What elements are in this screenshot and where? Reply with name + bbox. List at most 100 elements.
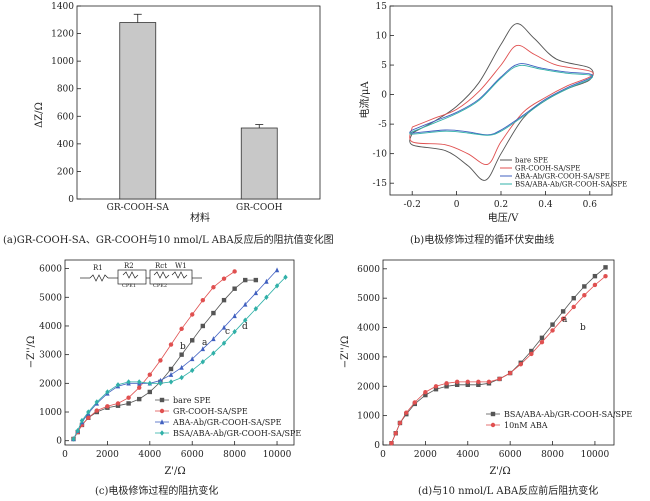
panel-a-ytick-label: 200 xyxy=(57,167,74,177)
panel-c-data-point xyxy=(243,277,248,283)
panel-c-ytick-label: 5000 xyxy=(39,293,62,303)
panel-d-xtick-label: 8000 xyxy=(541,450,564,460)
panel-a-axes-frame xyxy=(76,5,321,200)
panel-b-xtick-label: 0 xyxy=(454,200,460,210)
panel-b-series-line xyxy=(409,23,594,181)
panel-b-ylabel: 电流/μA xyxy=(358,81,371,119)
rct-resistor-icon xyxy=(153,271,170,279)
panel-b-xtick-label: 0.4 xyxy=(538,200,553,210)
panel-c-data-point xyxy=(253,290,259,296)
panel-a-ytick-label: 800 xyxy=(57,85,74,95)
panel-d-data-point xyxy=(389,441,394,446)
circuit-label-w1: W1 xyxy=(175,262,187,270)
panel-b-cv-chart: -15 -10 -5 0 5 10 15 -0.2 0 0.2 0.4 0.6 bare SPEGR-C… xyxy=(358,2,627,246)
panel-b-legend-label: bare SPE xyxy=(515,157,548,165)
panel-c-ytick-label: 4000 xyxy=(39,322,62,332)
panel-b-xtick-label: -0.2 xyxy=(404,200,421,210)
panel-c-data-point xyxy=(243,317,248,323)
panel-d-xtick-label: 4000 xyxy=(456,450,479,460)
panel-d-data-point xyxy=(433,384,439,389)
panel-c-xlabel: Z'/Ω xyxy=(164,466,185,477)
r1-resistor-icon xyxy=(89,274,109,282)
panel-c-data-point xyxy=(147,372,153,377)
panel-d-data-point xyxy=(433,387,439,392)
panel-d-xlabel: Z'/Ω xyxy=(489,466,510,477)
panel-c-legend-label: bare SPE xyxy=(173,396,211,405)
panel-d-data-point xyxy=(560,316,566,321)
panel-c-data-point xyxy=(274,267,280,273)
panel-a-category-label: GR-COOH xyxy=(236,203,283,213)
panel-c-xtick-label: 10000 xyxy=(263,450,292,460)
panel-c-data-point xyxy=(71,436,76,442)
panel-b-legend-label: BSA/ABA-Ab/GR-COOH-SA/SPE xyxy=(515,181,627,189)
panel-b-series-line xyxy=(409,44,594,165)
panel-c-xtick-label: 2000 xyxy=(96,450,119,460)
panel-d-data-point xyxy=(465,382,470,388)
panel-a-category-label: GR-COOH-SA xyxy=(107,203,170,213)
panel-d-data-point xyxy=(529,351,534,357)
panel-b-xtick-label: 0.6 xyxy=(583,200,598,210)
panel-d-data-point xyxy=(404,410,409,415)
panel-c-data-point xyxy=(200,297,206,303)
circuit-label-r1: R1 xyxy=(93,264,103,272)
panel-c-data-point xyxy=(115,382,121,388)
panel-c-data-point xyxy=(115,401,121,406)
panel-c-legend-marker xyxy=(159,419,165,425)
panel-c-xtick-label: 6000 xyxy=(181,450,204,460)
panel-b-xlabel: 电压/V xyxy=(488,211,519,224)
panel-a-ytick-label: 400 xyxy=(57,140,74,150)
panel-c-data-point xyxy=(243,301,248,307)
panel-d-ytick-label: 1000 xyxy=(357,412,380,422)
panel-c-data-point xyxy=(179,374,184,381)
panel-a-ytick-label: 0 xyxy=(68,195,74,205)
panel-a-ytick-label: 1000 xyxy=(51,57,74,67)
panel-c-data-point xyxy=(168,366,174,372)
panel-b-ytick-label: 15 xyxy=(376,2,388,12)
panel-b-legend-label: ABA-Ab/GR-COOH-SA/SPE xyxy=(514,173,610,181)
panel-c-xtick-label: 8000 xyxy=(223,450,246,460)
panel-d-data-point xyxy=(529,348,534,354)
panel-b-ytick-label: 10 xyxy=(376,32,388,42)
panel-c-data-point xyxy=(264,294,269,300)
panel-d-curve-label: a xyxy=(562,315,568,325)
panel-c-data-point xyxy=(179,326,184,332)
rct-cpe2-parallel-box xyxy=(149,269,193,285)
panel-b-series-line xyxy=(409,63,594,136)
panel-b-ytick-label: 5 xyxy=(381,61,387,71)
panel-d-data-point xyxy=(592,282,598,288)
panel-c-data-point xyxy=(211,336,216,342)
r2-cpe1-parallel-box xyxy=(117,269,147,285)
panel-c-data-point xyxy=(158,358,163,363)
panel-d-xtick-label: 0 xyxy=(380,450,386,460)
panel-c-curve-label: c xyxy=(225,327,230,337)
panel-d-data-point xyxy=(465,379,470,385)
panel-d-data-point xyxy=(571,304,576,310)
panel-c-data-point xyxy=(137,385,142,390)
panel-c-data-point xyxy=(147,380,153,387)
panel-d-ytick-label: 6000 xyxy=(357,265,380,275)
panel-c-data-point xyxy=(221,276,227,281)
panel-c-data-point xyxy=(221,324,227,330)
panel-c-data-point xyxy=(190,356,195,362)
panel-b-ytick-label: -10 xyxy=(373,150,388,160)
panel-c-data-point xyxy=(179,352,184,357)
panel-c-ytick-label: 3000 xyxy=(39,351,62,361)
panel-a-ylabel: ΔZ/Ω xyxy=(34,102,45,128)
circuit-label-cpe2: CPE2 xyxy=(153,283,167,289)
panel-d-axes-frame xyxy=(382,259,615,446)
panel-d-data-point xyxy=(582,284,587,289)
panel-c-data-point xyxy=(232,313,237,319)
panel-b-legend-label: GR-COOH-SA/SPE xyxy=(515,165,580,173)
panel-d-data-point xyxy=(603,273,608,279)
panel-d-legend-marker xyxy=(490,411,496,417)
panel-d-data-point xyxy=(454,379,460,385)
panel-b-ytick-label: -5 xyxy=(378,120,387,130)
panel-c-data-point xyxy=(137,396,142,402)
panel-d-data-point xyxy=(550,328,555,333)
panel-c-legend-marker xyxy=(159,430,165,436)
panel-c-data-point xyxy=(147,389,153,395)
panel-c-data-point xyxy=(86,415,91,420)
panel-c-data-point xyxy=(75,427,80,434)
panel-c-data-point xyxy=(115,403,121,408)
